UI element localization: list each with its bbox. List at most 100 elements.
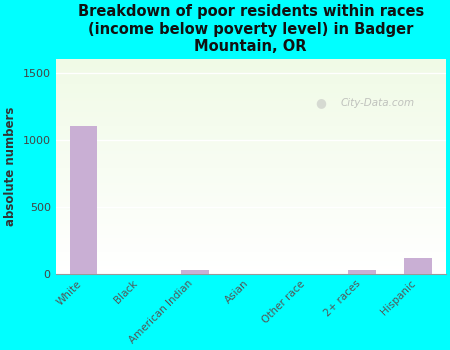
Bar: [56, 176, 446, 177]
Bar: [56, 99, 446, 100]
Bar: [56, 80, 446, 81]
Bar: [56, 160, 446, 161]
Bar: [56, 75, 446, 76]
Bar: [56, 258, 446, 259]
Bar: [56, 128, 446, 129]
Bar: [56, 202, 446, 203]
Bar: [56, 247, 446, 248]
Bar: [56, 68, 446, 69]
Bar: [56, 225, 446, 226]
Bar: [56, 156, 446, 157]
Bar: [56, 82, 446, 83]
Bar: [56, 162, 446, 163]
Bar: [56, 132, 446, 133]
Bar: [56, 148, 446, 149]
Bar: [56, 147, 446, 148]
Bar: [56, 101, 446, 102]
Bar: [348, 270, 376, 274]
Bar: [56, 79, 446, 80]
Bar: [56, 144, 446, 145]
Bar: [56, 118, 446, 119]
Bar: [56, 100, 446, 101]
Bar: [56, 119, 446, 120]
Bar: [181, 270, 209, 274]
Y-axis label: absolute numbers: absolute numbers: [4, 107, 17, 226]
Bar: [56, 259, 446, 260]
Bar: [56, 111, 446, 112]
Bar: [56, 168, 446, 169]
Bar: [56, 103, 446, 104]
Bar: [56, 194, 446, 195]
Bar: [56, 149, 446, 150]
Bar: [56, 145, 446, 146]
Bar: [56, 72, 446, 73]
Bar: [56, 67, 446, 68]
Bar: [56, 117, 446, 118]
Bar: [56, 115, 446, 116]
Bar: [56, 136, 446, 138]
Bar: [56, 211, 446, 212]
Bar: [56, 215, 446, 216]
Bar: [56, 110, 446, 111]
Bar: [56, 86, 446, 87]
Bar: [56, 133, 446, 134]
Bar: [56, 121, 446, 122]
Bar: [404, 258, 432, 274]
Bar: [56, 198, 446, 200]
Bar: [56, 127, 446, 128]
Bar: [56, 248, 446, 249]
Bar: [56, 197, 446, 198]
Bar: [56, 163, 446, 164]
Bar: [56, 85, 446, 86]
Bar: [56, 193, 446, 194]
Bar: [56, 83, 446, 84]
Bar: [56, 236, 446, 237]
Bar: [56, 214, 446, 215]
Bar: [56, 267, 446, 268]
Bar: [56, 177, 446, 178]
Bar: [56, 233, 446, 234]
Bar: [56, 70, 446, 71]
Bar: [56, 113, 446, 114]
Bar: [56, 59, 446, 60]
Bar: [56, 240, 446, 241]
Bar: [56, 120, 446, 121]
Bar: [56, 178, 446, 179]
Bar: [56, 260, 446, 261]
Bar: [56, 89, 446, 90]
Bar: [56, 134, 446, 135]
Bar: [56, 105, 446, 106]
Bar: [56, 91, 446, 92]
Bar: [56, 270, 446, 271]
Bar: [56, 76, 446, 77]
Bar: [56, 224, 446, 225]
Bar: [56, 209, 446, 210]
Bar: [56, 221, 446, 222]
Bar: [56, 234, 446, 235]
Bar: [56, 238, 446, 239]
Bar: [56, 271, 446, 272]
Bar: [56, 181, 446, 183]
Bar: [56, 183, 446, 184]
Bar: [56, 212, 446, 214]
Bar: [56, 180, 446, 181]
Bar: [56, 184, 446, 185]
Bar: [56, 153, 446, 154]
Bar: [56, 243, 446, 244]
Bar: [56, 81, 446, 82]
Bar: [56, 158, 446, 159]
Bar: [56, 220, 446, 221]
Bar: [56, 84, 446, 85]
Bar: [56, 60, 446, 62]
Bar: [56, 188, 446, 189]
Bar: [56, 222, 446, 223]
Text: City-Data.com: City-Data.com: [341, 98, 414, 108]
Bar: [56, 232, 446, 233]
Bar: [56, 230, 446, 231]
Bar: [56, 143, 446, 144]
Bar: [56, 155, 446, 156]
Bar: [56, 261, 446, 262]
Bar: [56, 154, 446, 155]
Bar: [56, 166, 446, 167]
Bar: [56, 195, 446, 196]
